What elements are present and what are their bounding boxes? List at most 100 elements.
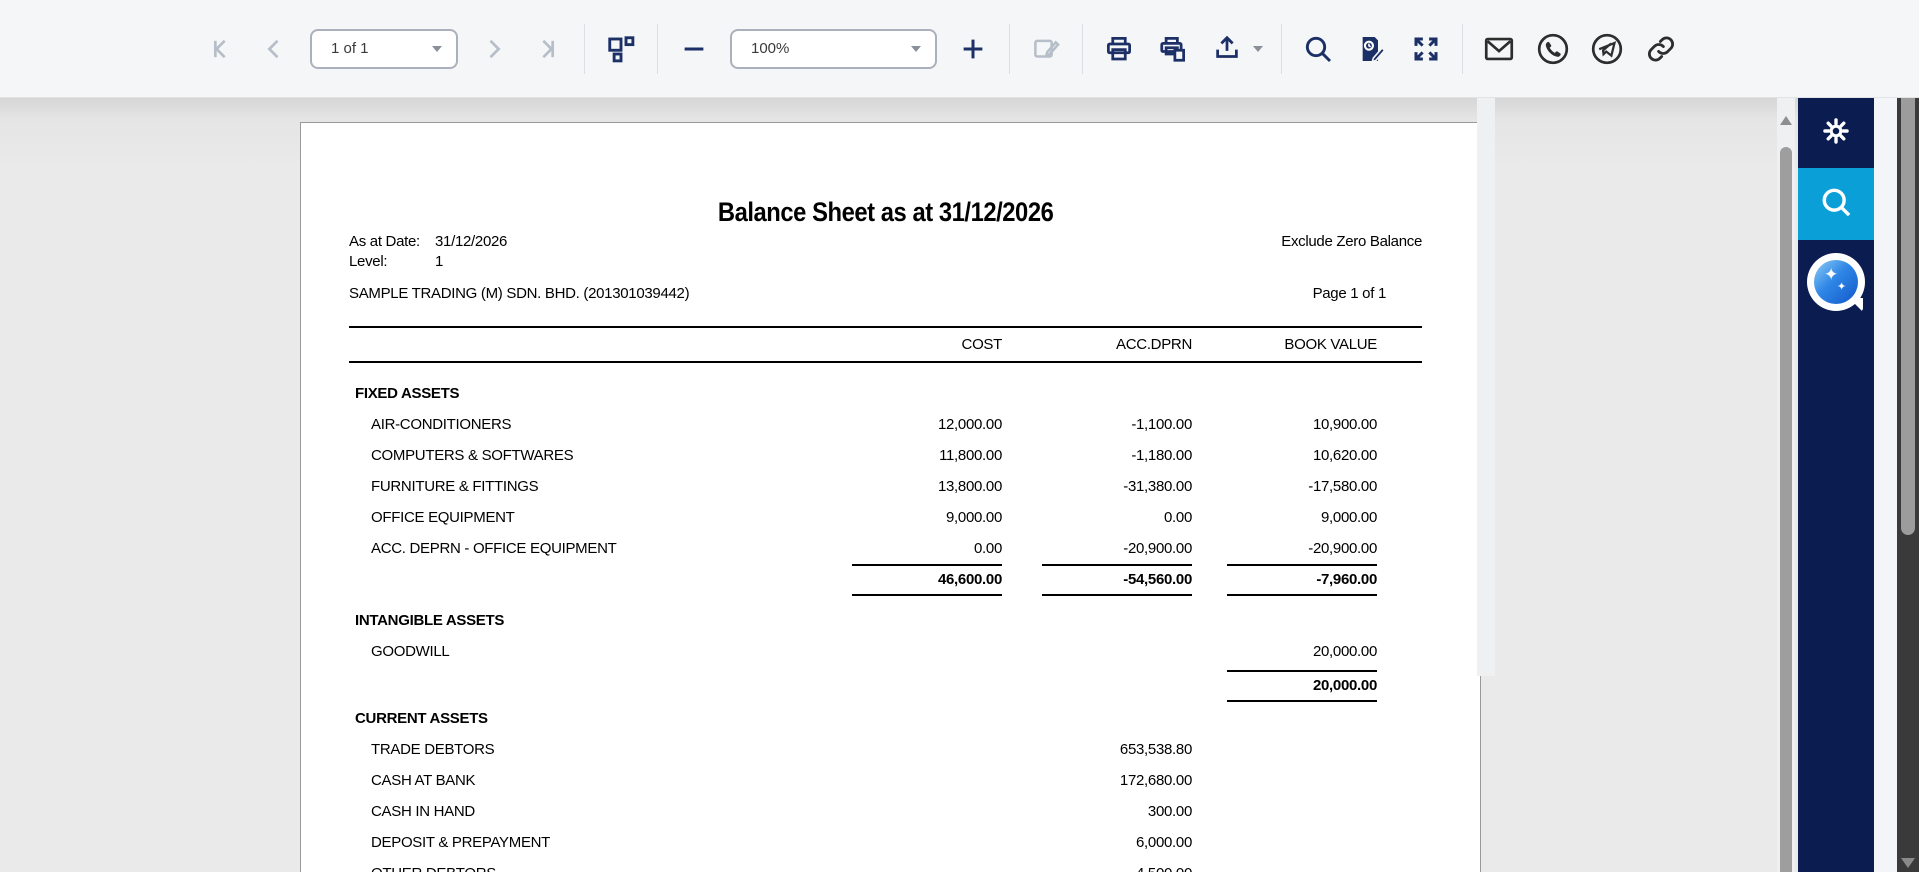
telegram-button[interactable]: [1589, 27, 1625, 71]
last-page-button[interactable]: [530, 27, 566, 71]
copy-link-button[interactable]: [1643, 27, 1679, 71]
spacer: [349, 564, 852, 596]
company-line: SAMPLE TRADING (M) SDN. BHD. (2013010394…: [349, 284, 1422, 304]
gear-icon: [1819, 114, 1853, 153]
toolbar-divider: [1462, 23, 1463, 74]
chevron-down-icon[interactable]: [1253, 45, 1263, 52]
balance-sheet-report: Balance Sheet as at 31/12/2026 As at Dat…: [301, 197, 1480, 872]
print-button[interactable]: [1101, 27, 1137, 71]
level-label: Level:: [349, 253, 388, 270]
search-button[interactable]: [1300, 27, 1336, 71]
first-page-icon: [206, 35, 234, 63]
section-header: CURRENT ASSETS: [355, 710, 488, 727]
envelope-icon: [1482, 32, 1516, 66]
report-meta-line: Level: 1: [349, 252, 1422, 272]
page-select[interactable]: 1 of 1: [310, 28, 458, 69]
section-total-row: 20,000.00: [349, 670, 1422, 702]
zoom-level: 100%: [751, 40, 790, 57]
edit-watermark-button[interactable]: [1354, 27, 1390, 71]
toolbar-divider: [1281, 23, 1282, 74]
document-watermark-icon: [1356, 33, 1388, 65]
zoom-out-button[interactable]: [676, 27, 712, 71]
plus-icon: [958, 34, 988, 64]
fullscreen-expand-icon: [1411, 34, 1441, 64]
next-page-button[interactable]: [476, 27, 512, 71]
table-row: FURNITURE & FITTINGS 13,800.00 -31,380.0…: [371, 478, 1377, 495]
table-row: COMPUTERS & SOFTWARES 11,800.00 -1,180.0…: [371, 447, 1377, 464]
document-scrollbar[interactable]: [1477, 0, 1495, 676]
print-with-copies-button[interactable]: [1155, 27, 1191, 71]
toolbar-divider: [1082, 23, 1083, 74]
fullscreen-button[interactable]: [1408, 27, 1444, 71]
inner-page-scrollbar[interactable]: [1874, 0, 1897, 872]
zoom-in-button[interactable]: [955, 27, 991, 71]
whatsapp-icon: [1535, 31, 1571, 67]
zoom-select[interactable]: 100%: [730, 28, 937, 69]
total-cost: 46,600.00: [852, 564, 1002, 596]
first-page-button[interactable]: [202, 27, 238, 71]
section-header: INTANGIBLE ASSETS: [355, 612, 505, 629]
thumbnails-grid-icon: [606, 34, 636, 64]
window-scrollbar[interactable]: [1897, 0, 1919, 872]
last-page-icon: [534, 35, 562, 63]
minus-icon: [679, 34, 709, 64]
table-row: OFFICE EQUIPMENT 9,000.00 0.00 9,000.00: [371, 509, 1377, 526]
report-page: Balance Sheet as at 31/12/2026 As at Dat…: [300, 122, 1481, 872]
total-accdprn: -54,560.00: [1042, 564, 1192, 596]
table-row: OTHER DEBTORS 4,500.00: [349, 858, 1422, 872]
window-scrollbar-thumb[interactable]: [1901, 19, 1915, 535]
export-button[interactable]: [1209, 27, 1245, 71]
table-row: CASH IN HAND 300.00: [371, 803, 1192, 820]
whatsapp-button[interactable]: [1535, 27, 1571, 71]
chevron-right-icon: [480, 35, 508, 63]
search-icon: [1818, 184, 1854, 225]
viewer-toolbar: 1 of 1 100%: [0, 0, 1919, 98]
export-upload-icon: [1212, 34, 1242, 64]
report-title: Balance Sheet as at 31/12/2026: [717, 197, 1054, 227]
previous-page-button[interactable]: [256, 27, 292, 71]
sidebar-item-settings[interactable]: [1798, 98, 1874, 168]
table-row: CASH AT BANK 172,680.00: [371, 772, 1192, 789]
toolbar-divider: [584, 23, 585, 74]
section-header: FIXED ASSETS: [355, 385, 460, 402]
column-header-cost: COST: [961, 336, 1003, 353]
column-header-bookvalue: BOOK VALUE: [1284, 336, 1377, 353]
printer-copies-icon: [1158, 34, 1188, 64]
column-header-accdprn: ACC.DPRN: [1116, 336, 1192, 353]
table-row: AIR-CONDITIONERS 12,000.00 -1,100.00 10,…: [371, 416, 1377, 433]
company-name: SAMPLE TRADING (M) SDN. BHD. (2013010394…: [349, 285, 690, 302]
document-scrollbar-thumb[interactable]: [1780, 147, 1792, 872]
exclude-zero-balance: Exclude Zero Balance: [1281, 233, 1422, 250]
edit-note-icon: [1031, 34, 1061, 64]
table-row: GOODWILL 20,000.00: [371, 643, 1377, 660]
sidebar-item-search[interactable]: [1798, 168, 1874, 240]
table-row: TRADE DEBTORS 653,538.80: [371, 741, 1192, 758]
report-meta-line: As at Date: 31/12/2026 Exclude Zero Balan…: [349, 232, 1422, 252]
table-header-row: COST ACC.DPRN BOOK VALUE: [349, 326, 1422, 363]
as-at-date-label: As at Date:: [349, 233, 420, 250]
sidebar-item-ai-assistant[interactable]: ✦ ✦: [1798, 240, 1874, 324]
page-thumbnails-button[interactable]: [603, 27, 639, 71]
email-button[interactable]: [1481, 27, 1517, 71]
total-bookvalue: -7,960.00: [1227, 564, 1377, 596]
page-indicator: 1 of 1: [331, 40, 369, 57]
scroll-down-arrow-icon[interactable]: [1901, 858, 1915, 868]
telegram-icon: [1589, 31, 1625, 67]
table-row: ACC. DEPRN - OFFICE EQUIPMENT 0.00 -20,9…: [371, 540, 1377, 557]
toolbar-divider: [657, 23, 658, 74]
chevron-left-icon: [260, 35, 288, 63]
page-number: Page 1 of 1: [1312, 285, 1387, 302]
link-icon: [1645, 33, 1677, 65]
level-value: 1: [435, 253, 444, 270]
spacer: [349, 670, 852, 702]
as-at-date-value: 31/12/2026: [435, 233, 508, 250]
ai-chat-icon: ✦ ✦: [1807, 253, 1865, 312]
annotate-button[interactable]: [1028, 27, 1064, 71]
printer-icon: [1104, 34, 1134, 64]
chevron-down-icon: [432, 45, 442, 52]
document-scrollbar-track: [1777, 98, 1795, 872]
total-bookvalue: 20,000.00: [1227, 670, 1377, 702]
toolbar-divider: [1009, 23, 1010, 74]
scroll-up-arrow-icon[interactable]: [1780, 116, 1792, 125]
